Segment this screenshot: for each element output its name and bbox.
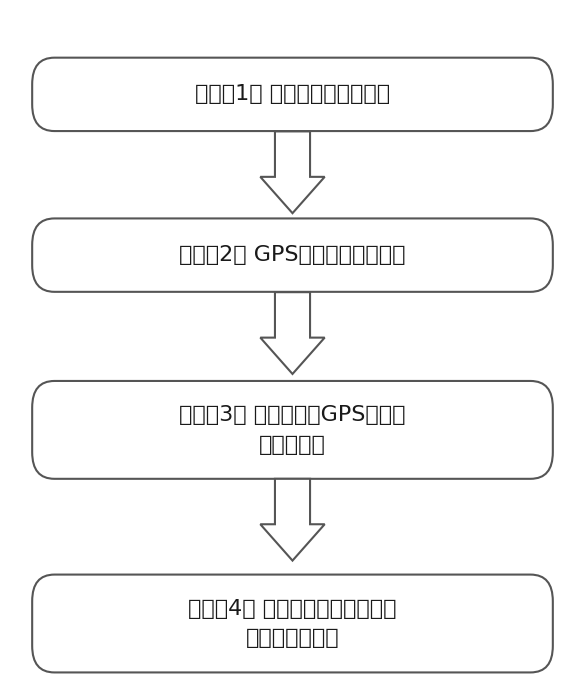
Text: 传感器数据: 传感器数据 bbox=[259, 435, 326, 454]
FancyBboxPatch shape bbox=[32, 218, 553, 292]
Text: （步骤4） 数据分析单元汇总数据: （步骤4） 数据分析单元汇总数据 bbox=[188, 599, 397, 619]
FancyBboxPatch shape bbox=[32, 575, 553, 672]
Text: （步骤2） GPS和倾角传感器安装: （步骤2） GPS和倾角传感器安装 bbox=[179, 245, 406, 265]
Polygon shape bbox=[260, 292, 325, 374]
FancyBboxPatch shape bbox=[32, 58, 553, 131]
Polygon shape bbox=[260, 479, 325, 561]
Text: （步骤3） 采集光纤、GPS、倾角: （步骤3） 采集光纤、GPS、倾角 bbox=[179, 405, 406, 425]
Text: （步骤1） 连续变形测量管安装: （步骤1） 连续变形测量管安装 bbox=[195, 85, 390, 104]
Text: 并解析目标位移: 并解析目标位移 bbox=[246, 628, 339, 648]
Polygon shape bbox=[260, 131, 325, 213]
FancyBboxPatch shape bbox=[32, 381, 553, 479]
